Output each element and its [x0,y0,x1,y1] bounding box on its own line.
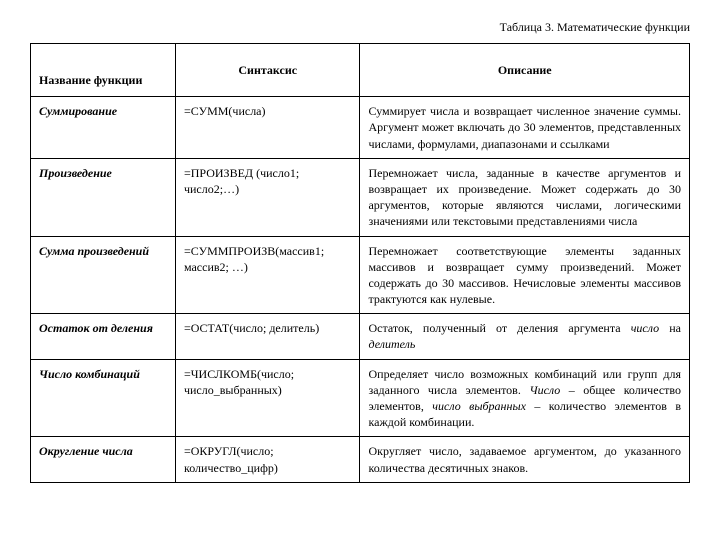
cell-syntax: =ОКРУГЛ(число; количество_цифр) [175,437,360,482]
cell-syntax: =ЧИСЛКОМБ(число; число_выбранных) [175,359,360,437]
cell-function-name: Сумма произведений [31,236,176,314]
table-row: Произведение=ПРОИЗВЕД (число1; число2;…)… [31,158,690,236]
cell-function-name: Остаток от деления [31,314,176,359]
cell-function-name: Округление числа [31,437,176,482]
cell-function-name: Число комбинаций [31,359,176,437]
table-body: Суммирование=СУММ(числа)Суммирует числа … [31,97,690,483]
header-description: Описание [360,44,690,97]
cell-description: Определяет число возможных комбинаций ил… [360,359,690,437]
header-row: Название функции Синтаксис Описание [31,44,690,97]
cell-description: Перемножает числа, заданные в качестве а… [360,158,690,236]
table-row: Округление числа=ОКРУГЛ(число; количеств… [31,437,690,482]
cell-description: Округляет число, задаваемое аргументом, … [360,437,690,482]
table-row: Остаток от деления=ОСТАТ(число; делитель… [31,314,690,359]
cell-syntax: =СУММ(числа) [175,97,360,159]
header-name: Название функции [31,44,176,97]
header-syntax: Синтаксис [175,44,360,97]
cell-syntax: =ОСТАТ(число; делитель) [175,314,360,359]
cell-description: Суммирует числа и возвращает численное з… [360,97,690,159]
table-row: Суммирование=СУММ(числа)Суммирует числа … [31,97,690,159]
table-row: Число комбинаций=ЧИСЛКОМБ(число; число_в… [31,359,690,437]
math-functions-table: Название функции Синтаксис Описание Сумм… [30,43,690,483]
cell-function-name: Произведение [31,158,176,236]
cell-function-name: Суммирование [31,97,176,159]
cell-description: Остаток, полученный от деления аргумента… [360,314,690,359]
cell-syntax: =ПРОИЗВЕД (число1; число2;…) [175,158,360,236]
table-caption: Таблица 3. Математические функции [30,20,690,35]
cell-syntax: =СУММПРОИЗВ(массив1; массив2; …) [175,236,360,314]
cell-description: Перемножает соответствующие элементы зад… [360,236,690,314]
table-row: Сумма произведений=СУММПРОИЗВ(массив1; м… [31,236,690,314]
